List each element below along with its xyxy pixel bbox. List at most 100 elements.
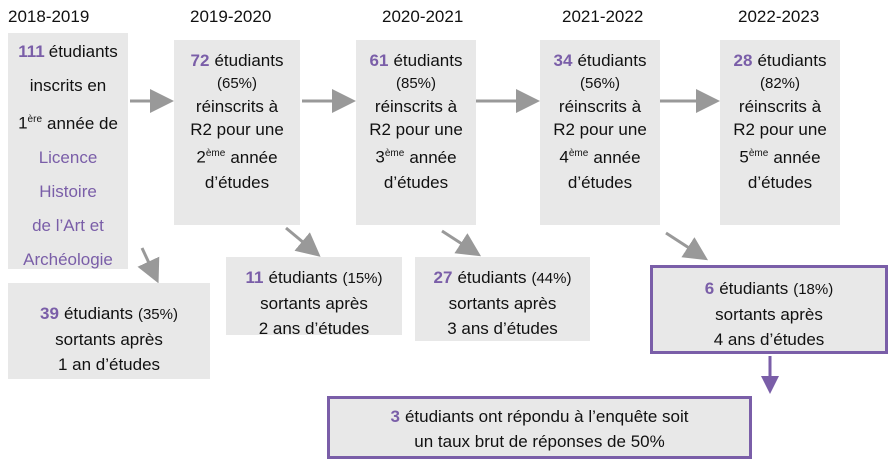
- text-line: inscrits en: [8, 69, 128, 103]
- text-line: sortants après: [8, 327, 210, 352]
- text-line: sortants après: [415, 291, 590, 316]
- arrow: [665, 231, 709, 261]
- text: d’études: [567, 172, 633, 192]
- text: année: [593, 147, 641, 167]
- text-line: Licence: [8, 141, 128, 175]
- percent: (35%): [137, 306, 178, 323]
- stage-box: 28 étudiants (82%) réinscrits à R2 pour une 5…: [720, 40, 840, 225]
- text-line: sortants après: [226, 291, 402, 316]
- text: sortants après: [55, 330, 163, 349]
- text: 3 ans d’études: [447, 319, 558, 338]
- program: de l’Art et: [32, 215, 104, 235]
- percent: (44%): [531, 270, 572, 287]
- text: étudiants: [757, 51, 827, 70]
- count: 72: [190, 51, 210, 70]
- arrow: [441, 229, 482, 257]
- text-line: (65%): [174, 72, 300, 95]
- text: ème: [568, 148, 589, 159]
- text-line: un taux brut de réponses de 50%: [330, 429, 749, 454]
- exit-box: 27 étudiants (44%) sortants après 3 ans d’ét…: [415, 257, 590, 341]
- text-line: 28 étudiants: [720, 50, 840, 72]
- text: R2 pour une: [190, 120, 284, 139]
- text: étudiants ont répondu à l’enquête soit: [404, 407, 689, 426]
- count: 28: [733, 51, 753, 70]
- text-line: (82%): [720, 72, 840, 95]
- text: 5: [739, 147, 749, 167]
- text: sortants après: [260, 294, 368, 313]
- count: 6: [704, 279, 715, 298]
- text-line: d’études: [540, 171, 660, 195]
- percent: (85%): [395, 75, 436, 92]
- program: Archéologie: [23, 249, 113, 269]
- text: réinscrits à: [738, 97, 822, 116]
- text: année: [230, 147, 278, 167]
- text-line: 27 étudiants (44%): [415, 265, 590, 291]
- text: étudiants: [63, 304, 133, 323]
- text-line: Archéologie: [8, 243, 128, 277]
- stage-box: 61 étudiants (85%) réinscrits à R2 pour une 3…: [356, 40, 476, 225]
- text-line: d’études: [720, 171, 840, 195]
- text-line: 3 ans d’études: [415, 316, 590, 341]
- text-line: 3 étudiants ont répondu à l’enquête soit: [330, 404, 749, 429]
- text: étudiants: [577, 51, 647, 70]
- stage-box: 34 étudiants (56%) réinscrits à R2 pour une 4…: [540, 40, 660, 225]
- text: ère: [27, 114, 42, 125]
- text: ème: [748, 148, 769, 159]
- text: étudiants: [48, 42, 118, 61]
- survey-box: 3 étudiants ont répondu à l’enquête soit u…: [327, 396, 752, 459]
- count: 3: [390, 407, 400, 426]
- text: année: [773, 147, 821, 167]
- text-line: 72 étudiants: [174, 50, 300, 72]
- percent: (82%): [759, 75, 800, 92]
- year-label: 2018-2019: [8, 7, 90, 26]
- stage-box: 72 étudiants (65%) réinscrits à R2 pour une 2…: [174, 40, 300, 225]
- text: réinscrits à: [195, 97, 279, 116]
- text-line: 4ème année: [540, 141, 660, 171]
- text-line: d’études: [356, 171, 476, 195]
- text: sortants après: [448, 294, 557, 313]
- text: année: [409, 147, 457, 167]
- text: ème: [384, 148, 405, 159]
- text: étudiants: [268, 268, 338, 287]
- text-line: réinscrits à: [356, 95, 476, 118]
- text-line: 5ème année: [720, 141, 840, 171]
- program: Licence: [38, 147, 98, 167]
- count: 111: [18, 42, 45, 61]
- text-line: 2 ans d’études: [226, 316, 402, 341]
- text-line: 1 an d’études: [8, 352, 210, 377]
- text: réinscrits à: [558, 97, 642, 116]
- text-line: de l’Art et: [8, 209, 128, 243]
- year-label: 2022-2023: [738, 7, 820, 26]
- text-line: réinscrits à: [720, 95, 840, 118]
- text-line: 34 étudiants: [540, 50, 660, 72]
- count: 39: [40, 304, 59, 323]
- count: 11: [245, 268, 264, 287]
- text-line: R2 pour une: [720, 118, 840, 141]
- text: d’études: [204, 172, 270, 192]
- percent: (15%): [342, 270, 383, 287]
- text: d’études: [747, 172, 813, 192]
- text-line: R2 pour une: [540, 118, 660, 141]
- arrow: [285, 226, 321, 257]
- text-line: réinscrits à: [174, 95, 300, 118]
- exit-box: 11 étudiants (15%) sortants après 2 ans d’ét…: [226, 257, 402, 338]
- count: 27: [433, 268, 453, 287]
- text: sortants après: [715, 305, 823, 324]
- text-line: 2ème année: [174, 141, 300, 171]
- cohort-box: 111 étudiants inscrits en 1ère année de Licen…: [8, 33, 128, 269]
- text: étudiants: [719, 279, 789, 298]
- text-line: 4 ans d’études: [653, 327, 885, 352]
- text: 4: [559, 147, 569, 167]
- text-line: 61 étudiants: [356, 50, 476, 72]
- text: étudiants: [457, 268, 527, 287]
- text: 2: [196, 147, 206, 167]
- year-label: 2020-2021: [382, 7, 464, 26]
- percent: (65%): [216, 75, 257, 92]
- exit-box: 39 étudiants (35%) sortants après 1 an d’étu…: [8, 283, 210, 379]
- text: 1 an d’études: [57, 355, 161, 374]
- program: Histoire: [39, 181, 97, 201]
- text: étudiants: [393, 51, 463, 70]
- text-line: d’études: [174, 171, 300, 195]
